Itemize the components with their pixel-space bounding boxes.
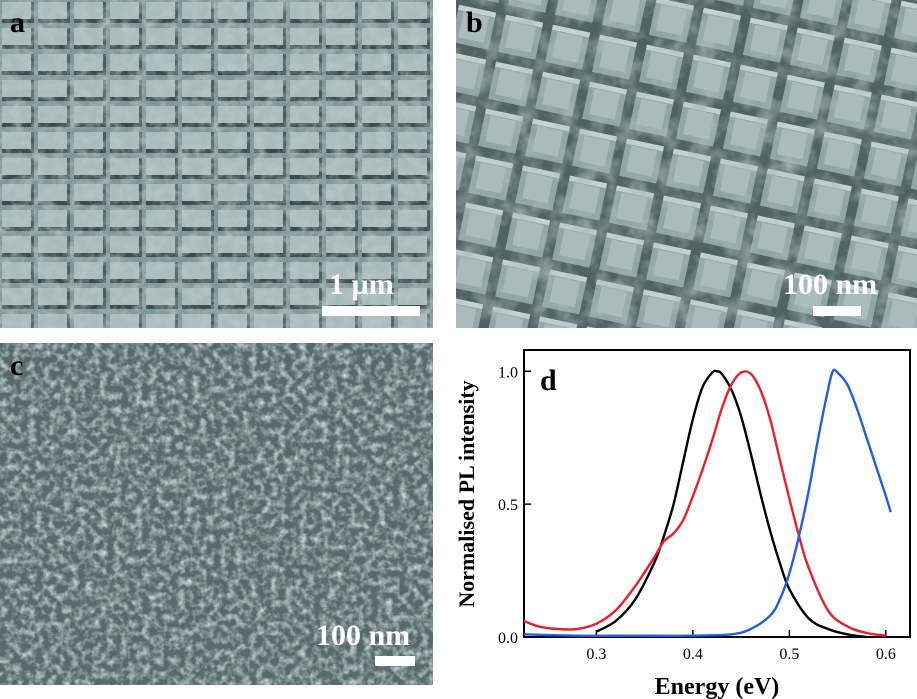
sem-image-a: [0, 0, 433, 328]
x-tick-label: 0.5: [779, 646, 799, 663]
y-tick-label: 0.0: [498, 630, 518, 647]
x-tick-label: 0.4: [683, 646, 703, 663]
scale-bar-b: [813, 306, 861, 316]
y-tick-label: 1.0: [498, 364, 518, 381]
scale-bar-c: [375, 656, 415, 666]
sem-panel-b: b 100 nm: [456, 0, 917, 328]
scale-bar-a: [322, 306, 420, 316]
panel-letter-c: c: [10, 349, 24, 382]
x-tick-label: 0.6: [876, 646, 896, 663]
pl-series-line-3: [523, 368, 892, 637]
x-tick-label: 0.3: [586, 646, 606, 663]
scale-label-c: 100 nm: [316, 619, 411, 652]
scale-label-a: 1 µm: [329, 268, 394, 301]
pl-series-line-2: [523, 370, 887, 637]
scale-label-b: 100 nm: [783, 268, 878, 301]
sem-image-b: [456, 0, 917, 328]
pl-chart: 0.3 0.4 0.5 0.6 0.0 0.5 1.0 Normalised PL int…: [454, 349, 911, 699]
panel-letter-a: a: [10, 6, 25, 39]
sem-panel-a: a 1 µm: [0, 0, 433, 328]
sem-image-c: [0, 343, 433, 685]
panel-letter-d: d: [540, 364, 557, 397]
y-axis-label: Normalised PL intensity: [454, 380, 479, 607]
plot-frame: [523, 349, 911, 638]
pl-series-line-1: [595, 369, 867, 639]
chart-panel-d: 0.3 0.4 0.5 0.6 0.0 0.5 1.0 Normalised PL int…: [444, 336, 917, 699]
panel-letter-b: b: [466, 6, 483, 39]
sem-panel-c: c 100 nm: [0, 343, 433, 685]
y-tick-label: 0.5: [498, 497, 518, 514]
x-axis-label: Energy (eV): [655, 674, 780, 699]
